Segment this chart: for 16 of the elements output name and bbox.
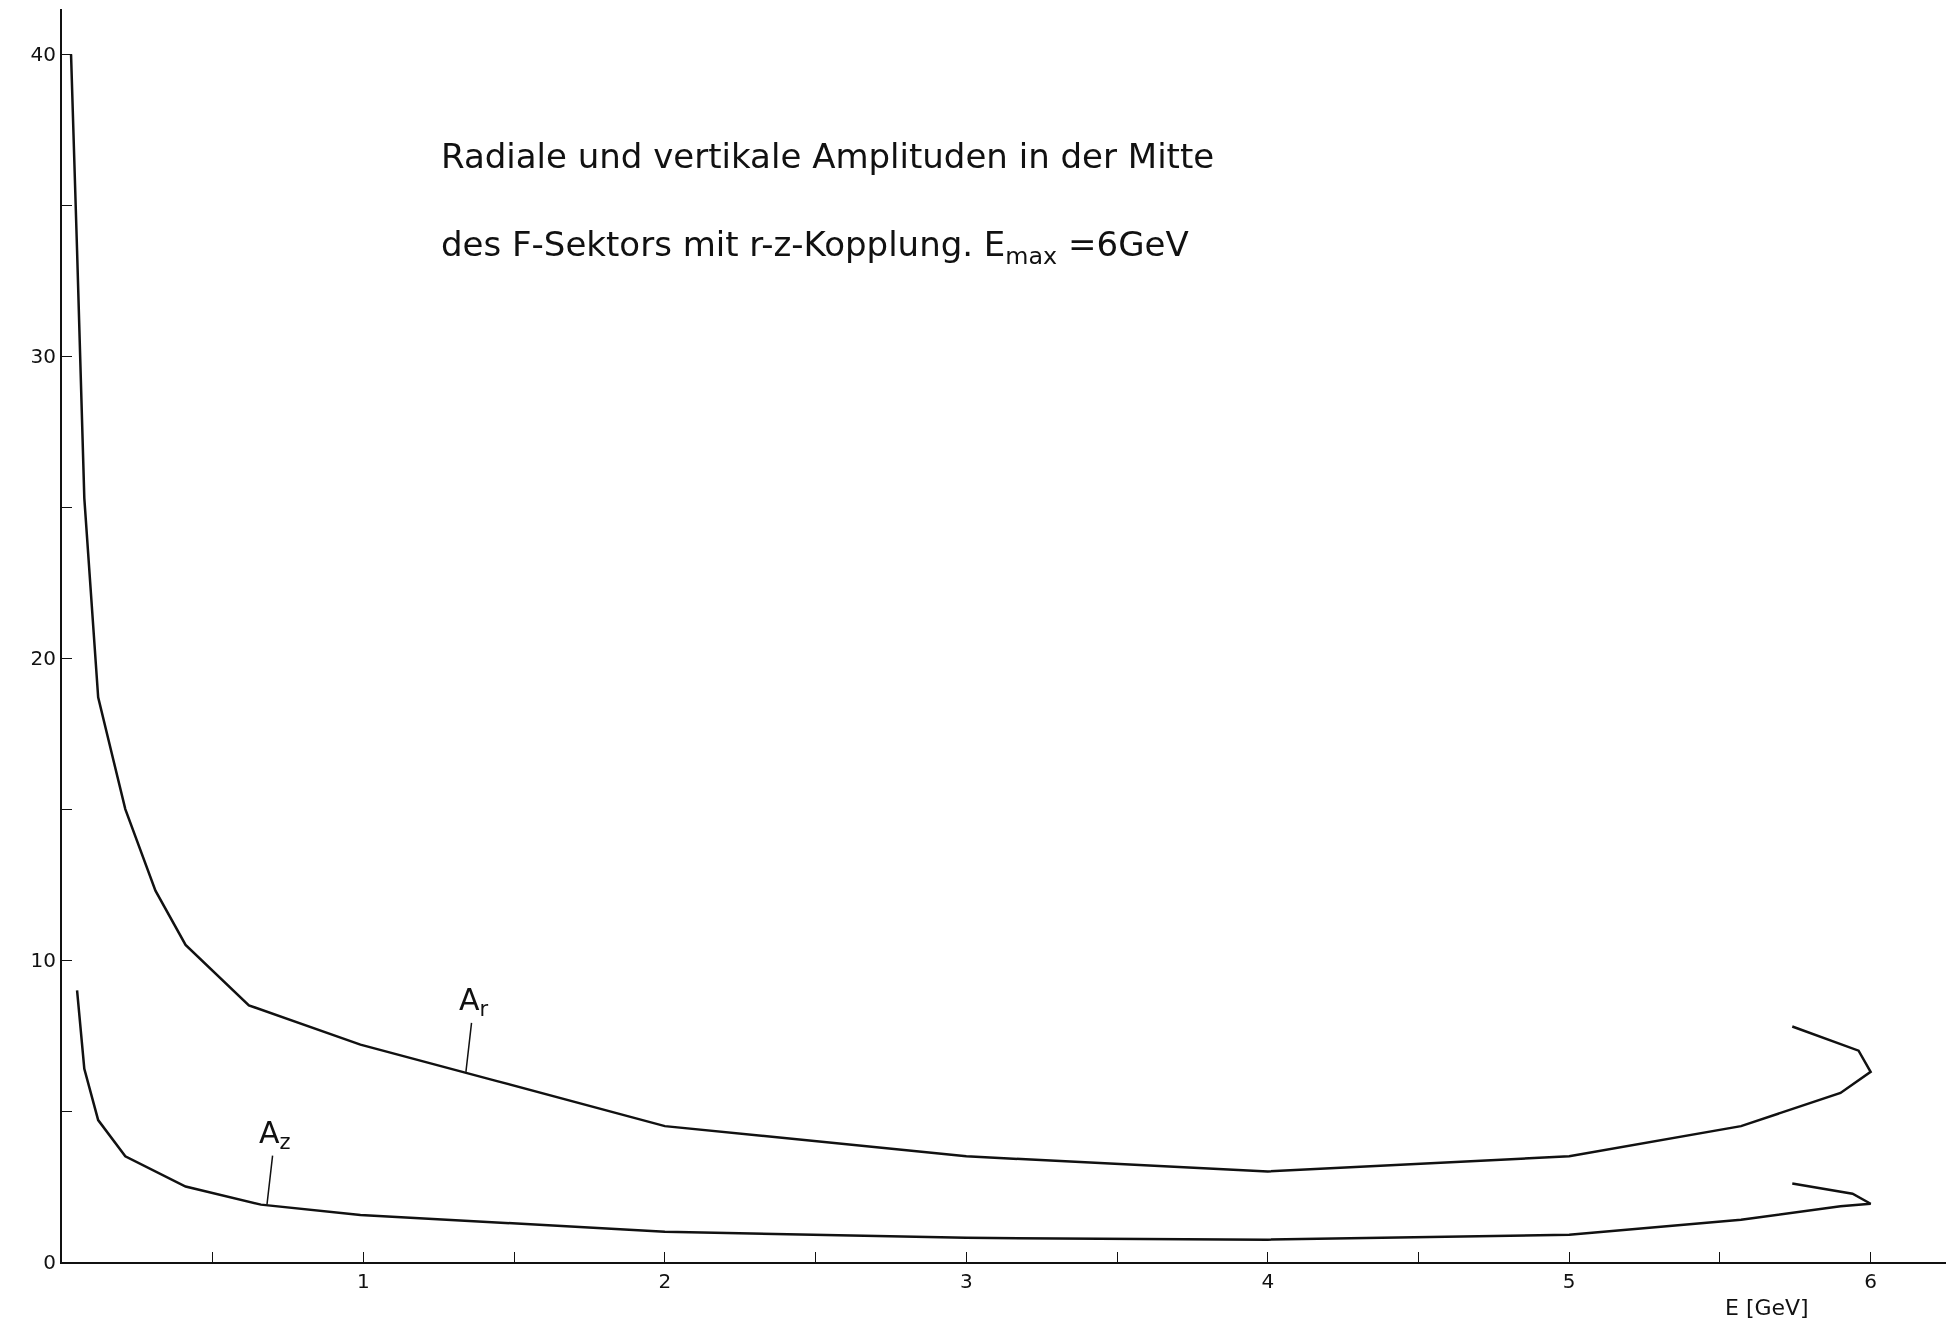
y-tick-label: 40 bbox=[30, 42, 56, 67]
x-tick-label: 2 bbox=[658, 1269, 672, 1293]
annotation: A$_{z}$ bbox=[259, 1115, 291, 1155]
y-tick-label: 0 bbox=[43, 1250, 56, 1274]
y-tick-label: 20 bbox=[30, 646, 56, 671]
line-series bbox=[75, 989, 1872, 1241]
x-tick-label: 6 bbox=[1864, 1269, 1878, 1293]
x-tick-label: 1 bbox=[357, 1269, 370, 1293]
x-axis-title: E [GeV] bbox=[1725, 1295, 1809, 1320]
x-tick-label: 4 bbox=[1261, 1269, 1275, 1293]
annotation: A$_{r}$ bbox=[459, 982, 489, 1022]
y-tick-label: 30 bbox=[30, 344, 56, 369]
chart-title: Radiale und vertikale Amplituden in der Mitte des F-Sektors mit r-z-Kopplung. E$_{max}$ =6GeV bbox=[441, 136, 1215, 270]
x-tick-label: 5 bbox=[1562, 1269, 1576, 1293]
y-tick-label: 10 bbox=[30, 948, 56, 973]
x-tick-label: 3 bbox=[959, 1269, 973, 1293]
